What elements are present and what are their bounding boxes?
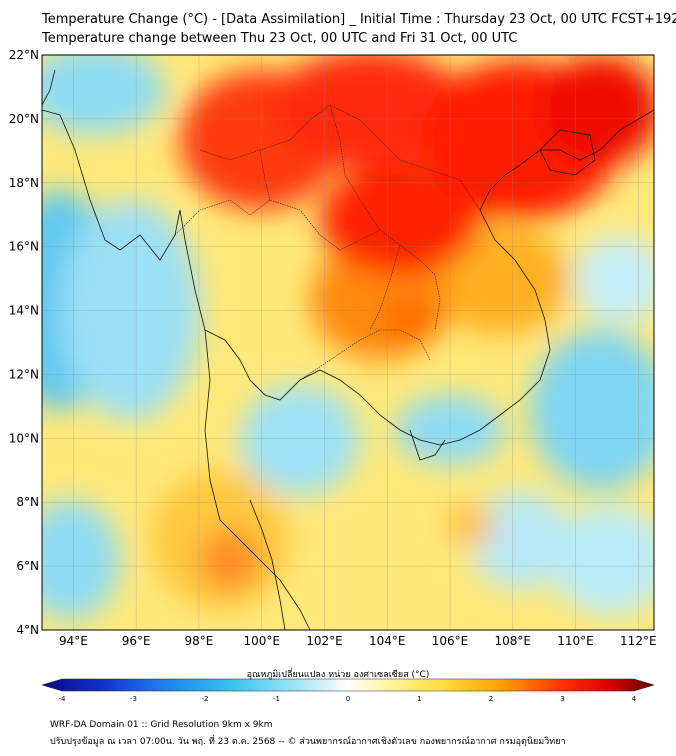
latitude-tick-label: 20°N bbox=[9, 112, 39, 126]
colorbar-ramp bbox=[41, 678, 655, 692]
colorbar-tick-label: 4 bbox=[632, 695, 637, 703]
longitude-tick-label: 112°E bbox=[620, 634, 657, 648]
colorbar-tick-label: -4 bbox=[59, 695, 67, 703]
colorbar-tick-label: 1 bbox=[417, 695, 421, 703]
borders bbox=[174, 104, 481, 381]
latitude-tick-label: 6°N bbox=[16, 559, 39, 573]
longitude-tick-label: 106°E bbox=[432, 634, 469, 648]
colorbar-tick-label: 0 bbox=[346, 695, 350, 703]
latitude-tick-label: 8°N bbox=[16, 495, 39, 509]
latitude-axis: 22°N 20°N 18°N 16°N 14°N 12°N 10°N 8°N 6°N 4°N bbox=[9, 48, 39, 637]
colorbar-tick-label: -1 bbox=[273, 695, 280, 703]
colorbar-label: อุณหภูมิเปลี่ยนแปลง หน่วย องศาเซลเซียส (… bbox=[246, 670, 430, 680]
latitude-tick-label: 16°N bbox=[9, 240, 39, 254]
latitude-tick-label: 14°N bbox=[9, 304, 39, 318]
latitude-tick-label: 12°N bbox=[9, 367, 39, 381]
longitude-tick-label: 98°E bbox=[184, 634, 213, 648]
longitude-tick-label: 96°E bbox=[122, 634, 151, 648]
map-subtitle: Temperature change between Thu 23 Oct, 0… bbox=[42, 31, 518, 46]
longitude-tick-label: 110°E bbox=[557, 634, 594, 648]
colorbar-tick-label: -2 bbox=[202, 695, 209, 703]
map-title: Temperature Change (°C) - [Data Assimila… bbox=[42, 12, 676, 27]
longitude-tick-label: 94°E bbox=[59, 634, 88, 648]
longitude-tick-label: 108°E bbox=[495, 634, 532, 648]
colorbar-tick-label: 2 bbox=[489, 695, 493, 703]
latitude-tick-label: 18°N bbox=[9, 176, 39, 190]
footer-model-info: WRF-DA Domain 01 :: Grid Resolution 9km … bbox=[50, 720, 273, 730]
longitude-tick-label: 100°E bbox=[243, 634, 280, 648]
colorbar-tick-label: 3 bbox=[560, 695, 564, 703]
plot-frame bbox=[41, 54, 655, 631]
latitude-tick-label: 4°N bbox=[16, 623, 39, 637]
longitude-tick-label: 104°E bbox=[369, 634, 406, 648]
latitude-tick-label: 10°N bbox=[9, 431, 39, 445]
latitude-tick-label: 22°N bbox=[9, 48, 39, 62]
graticule bbox=[42, 54, 654, 631]
temperature-field bbox=[42, 55, 654, 630]
longitude-axis: 94°E 96°E 98°E 100°E 102°E 104°E 106°E 108°E 110… bbox=[59, 634, 657, 648]
coastlines bbox=[42, 69, 654, 630]
colorbar-ticks: -4 -3 -2 -1 0 1 2 3 4 bbox=[59, 695, 637, 703]
colorbar-tick-label: -3 bbox=[130, 695, 137, 703]
footer-credit: ปรับปรุงข้อมูล ณ เวลา 07:00น. วัน พฤ. ที… bbox=[50, 737, 566, 747]
colorbar: -4 -3 -2 -1 0 1 2 3 4 bbox=[41, 678, 655, 703]
longitude-tick-label: 102°E bbox=[306, 634, 343, 648]
